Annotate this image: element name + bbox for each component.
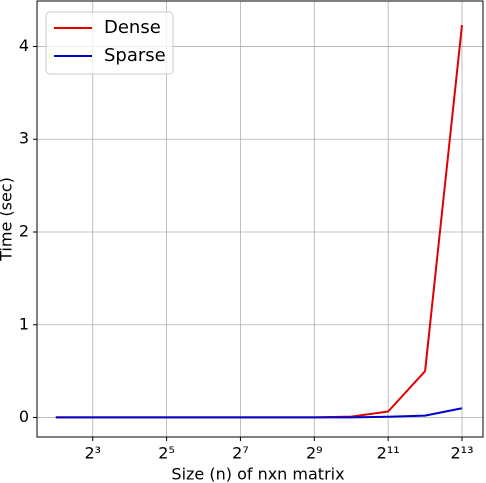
legend: Dense Sparse	[45, 11, 174, 75]
y-tick-label: 3	[19, 129, 29, 148]
legend-label: Sparse	[104, 45, 166, 66]
plot-frame	[36, 0, 484, 438]
y-tick-label: 1	[19, 314, 29, 333]
x-tick-label: 2¹¹	[377, 444, 400, 463]
data-line	[55, 25, 463, 419]
data-line	[55, 407, 463, 419]
y-tick-label: 0	[19, 407, 29, 426]
x-tick-label: 2⁹	[306, 444, 323, 463]
x-axis-label: Size (n) of nxn matrix	[171, 465, 344, 483]
y-tick-label: 2	[19, 221, 29, 240]
legend-label: Dense	[104, 17, 161, 38]
x-tick-label: 2¹³	[450, 444, 473, 463]
x-tick-label: 2⁵	[158, 444, 175, 463]
y-axis-label: Time (sec)	[0, 177, 16, 262]
y-tick-label: 4	[19, 36, 29, 55]
x-tick-label: 2³	[84, 444, 101, 463]
x-tick-label: 2⁷	[232, 444, 249, 463]
